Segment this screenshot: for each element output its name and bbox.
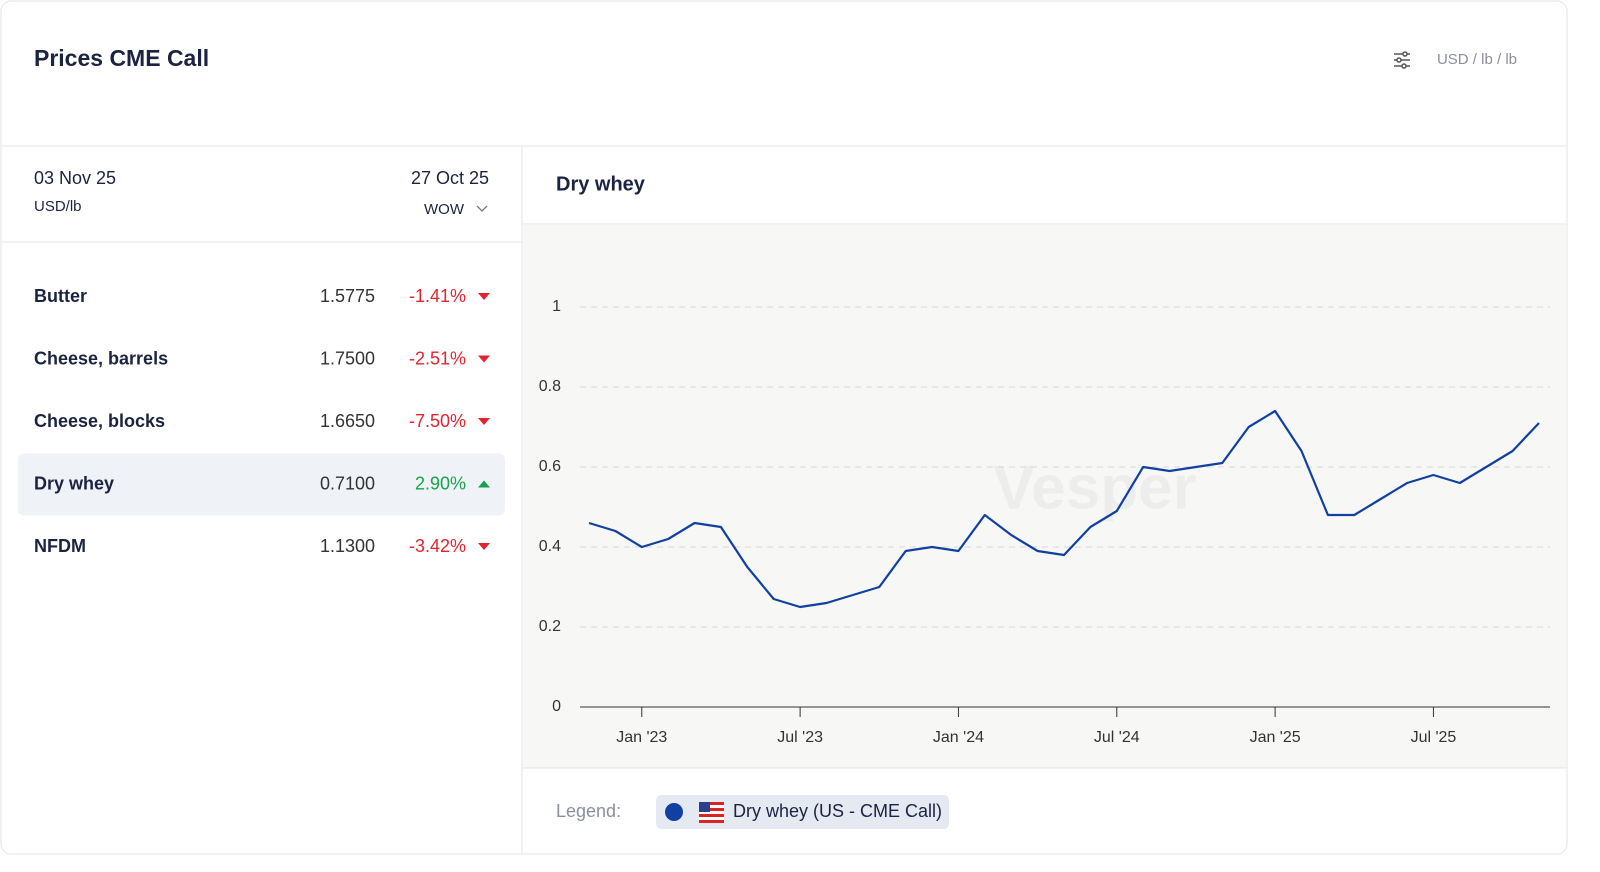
compare-mode[interactable]: WOW <box>424 201 465 218</box>
commodity-name: NFDM <box>34 536 86 556</box>
y-tick-label: 0.2 <box>539 618 561 635</box>
selected-row <box>18 453 505 516</box>
arrow-down <box>478 355 490 363</box>
commodity-name: Dry whey <box>34 473 114 493</box>
x-tick-label: Jul '24 <box>1094 729 1140 746</box>
legend-chip <box>656 795 949 829</box>
x-tick-label: Jul '23 <box>777 729 823 746</box>
price: 0.7100 <box>320 473 375 493</box>
y-tick-label: 0.4 <box>539 538 561 555</box>
change: -3.42% <box>409 536 466 556</box>
y-tick-label: 0.8 <box>539 378 561 395</box>
commodity-name: Butter <box>34 286 87 306</box>
price: 1.7500 <box>320 348 375 368</box>
change: -7.50% <box>409 411 466 431</box>
flag-stripe <box>699 802 724 805</box>
change: -2.51% <box>409 348 466 368</box>
price: 1.5775 <box>320 286 375 306</box>
arrow-down <box>478 418 490 425</box>
change: -1.41% <box>409 286 466 306</box>
y-tick-label: 0.6 <box>539 458 561 475</box>
plot-background <box>523 225 1566 768</box>
flag-canton <box>699 802 710 812</box>
arrow-down <box>478 293 490 300</box>
chart-title: Dry whey <box>556 173 646 195</box>
y-tick-label: 0 <box>552 698 561 715</box>
page-title: Prices CME Call <box>34 45 209 71</box>
arrow-down <box>478 543 490 550</box>
arrow-up <box>478 480 490 488</box>
price: 1.1300 <box>320 536 375 556</box>
unit: USD/lb <box>34 198 82 215</box>
x-tick-label: Jan '25 <box>1250 729 1301 746</box>
commodity-name: Cheese, barrels <box>34 348 168 368</box>
date: 03 Nov 25 <box>34 168 116 188</box>
watermark: Vesper <box>993 453 1196 522</box>
flag-stripe <box>699 817 724 820</box>
legend-entry: Dry whey (US - CME Call) <box>733 801 942 821</box>
chevron <box>476 205 488 212</box>
compare-date: 27 Oct 25 <box>411 168 489 188</box>
x-tick-label: Jan '23 <box>616 729 667 746</box>
flag-icon <box>699 802 724 823</box>
flag-stripe <box>699 820 724 823</box>
legend-marker <box>665 803 683 821</box>
flag-stripe <box>699 811 724 814</box>
data-line <box>588 409 1540 609</box>
price: 1.6650 <box>320 411 375 431</box>
y-tick-label: 1 <box>552 298 561 315</box>
commodity-name: Cheese, blocks <box>34 411 165 431</box>
unit-selector[interactable]: USD / lb / lb <box>1437 51 1517 68</box>
x-tick-label: Jan '24 <box>933 729 984 746</box>
filter-icon[interactable] <box>1394 51 1410 69</box>
x-tick-label: Jul '25 <box>1411 729 1457 746</box>
flag-stripe <box>699 805 724 808</box>
flag-stripe <box>699 814 724 817</box>
legend-label: Legend: <box>556 801 621 821</box>
change: 2.90% <box>415 473 466 493</box>
flag-stripe <box>699 808 724 811</box>
